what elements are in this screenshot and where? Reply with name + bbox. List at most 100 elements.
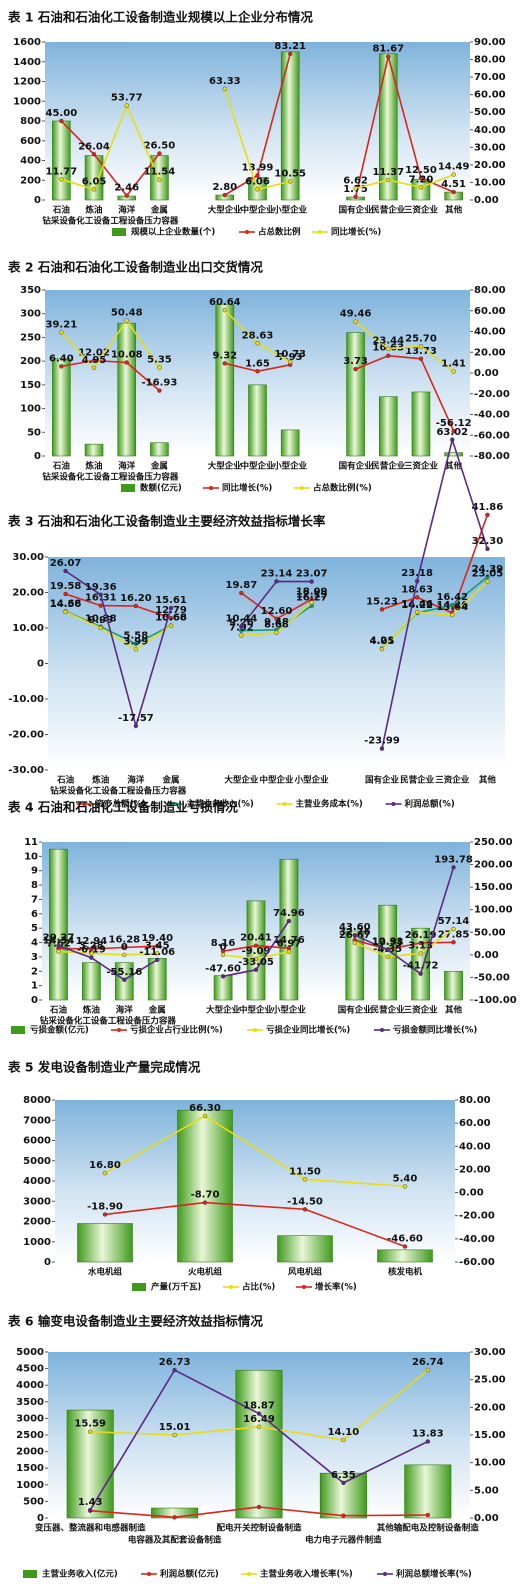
y-tick-label: -10.00 [8, 694, 44, 705]
line [104, 1201, 406, 1248]
point [379, 746, 385, 751]
y-tick-label: 0 [34, 195, 41, 206]
data-label: 4.21 [370, 636, 395, 647]
bar [280, 429, 300, 457]
data-label: 14.46 [401, 599, 433, 610]
y2-tick-label: 60.00 [459, 1118, 491, 1129]
y2-tick-label: -40.00 [459, 1234, 495, 1245]
point [286, 949, 292, 954]
x-tick-label: 国有企业 [338, 1005, 373, 1016]
point [385, 947, 390, 953]
point [102, 1212, 108, 1217]
point [63, 609, 68, 615]
point [386, 353, 391, 358]
y-tick-label: 10 [24, 851, 38, 862]
legend-label: 主营业务收入(%) [187, 799, 254, 810]
point [172, 1432, 177, 1438]
y2-tick-label: 10.00 [474, 1458, 506, 1469]
data-label: 0 [121, 942, 128, 953]
data-label: 11.50 [289, 1166, 321, 1177]
y2-tick-label: 50.00 [474, 107, 506, 118]
y2-tick-label: 100.00 [474, 905, 513, 916]
point [89, 946, 94, 952]
point [341, 1513, 346, 1518]
y2-tick-label: 0.00 [474, 950, 499, 961]
data-label: 12.02 [78, 348, 110, 359]
y-tick-label: 0 [44, 1257, 51, 1268]
data-label: 26.04 [78, 141, 110, 152]
y-tick-label: 1600 [13, 37, 41, 48]
y-tick-label: 2000 [23, 1217, 51, 1228]
y-tick-label: 2 [31, 966, 38, 977]
y-tick-label: 20.00 [12, 588, 44, 599]
data-label: 6.97 [277, 939, 302, 950]
data-label: -14.50 [287, 1196, 323, 1207]
data-label: 18.09 [296, 586, 328, 597]
point [59, 330, 64, 335]
data-label: 5.58 [124, 631, 149, 642]
point [352, 940, 357, 946]
y-tick-label: 5000 [23, 1156, 51, 1167]
chart-title: 表 3 石油和石油化工设备制造业主要经济效益指标增长率 [7, 514, 326, 529]
point [133, 647, 139, 652]
y-tick-label: 1000 [16, 1480, 44, 1491]
point [385, 954, 390, 960]
point [418, 185, 424, 190]
data-label: 10.44 [226, 613, 258, 624]
data-label: 23.18 [401, 568, 433, 579]
data-label: 4.51 [441, 179, 466, 190]
point [286, 918, 292, 924]
y2-tick-label: 20.00 [474, 347, 506, 358]
x-tick-label: 其他输配电及控制设备制造 [377, 1523, 480, 1534]
point [91, 152, 97, 157]
legend-swatch-dot [302, 1285, 306, 1289]
data-label: 57.14 [438, 916, 470, 927]
legend-swatch [112, 228, 126, 236]
data-label: 12.94 [76, 936, 108, 947]
bar [246, 900, 266, 1001]
x-tick-label: 其他 [445, 1005, 463, 1016]
y-tick-label: 400 [20, 156, 41, 167]
data-label: 10.38 [85, 614, 117, 625]
point [124, 318, 129, 323]
y-tick-label: 7000 [23, 1115, 51, 1126]
chart-title: 表 5 发电设备制造业产量完成情况 [7, 1060, 201, 1075]
data-label: 9.99 [88, 615, 113, 626]
legend-label: 主营业务收入增长率(%) [260, 1569, 353, 1580]
legend-label: 同比增长(%) [331, 227, 381, 238]
data-label: 19.36 [85, 582, 117, 593]
point [122, 977, 127, 982]
data-label: -41.72 [403, 961, 439, 972]
y-tick-label: 0 [31, 995, 38, 1006]
data-label: 7.93 [278, 352, 303, 363]
bar [147, 958, 167, 1001]
point [133, 641, 139, 646]
point [89, 951, 94, 956]
point [91, 365, 97, 371]
y2-tick-label: 80.00 [459, 1095, 491, 1106]
data-label: 16.20 [120, 593, 152, 604]
point [59, 118, 64, 124]
y2-tick-label: 70.00 [474, 72, 506, 83]
y-tick-label: 0 [34, 451, 41, 462]
data-label: 18.87 [243, 1401, 275, 1412]
data-label: 32.30 [472, 536, 504, 547]
legend-swatch-dot [229, 1285, 233, 1289]
point [418, 971, 423, 976]
data-label: 11.54 [144, 167, 176, 178]
y2-tick-label: 0.00 [474, 1513, 499, 1524]
data-label: 23.05 [472, 569, 504, 580]
x-tick-label: 小型企业 [272, 205, 308, 216]
y-tick-label: 600 [20, 136, 41, 147]
data-label: -33.05 [238, 957, 274, 968]
point [255, 341, 260, 346]
point [418, 175, 424, 181]
data-label: 10.73 [274, 349, 306, 360]
data-label: 14.56 [50, 599, 82, 610]
y2-tick-label: -20.00 [474, 389, 510, 400]
data-label: 63.02 [436, 427, 468, 438]
data-label: 8.16 [211, 938, 236, 949]
point [91, 358, 97, 363]
data-label: 5.35 [147, 354, 172, 365]
